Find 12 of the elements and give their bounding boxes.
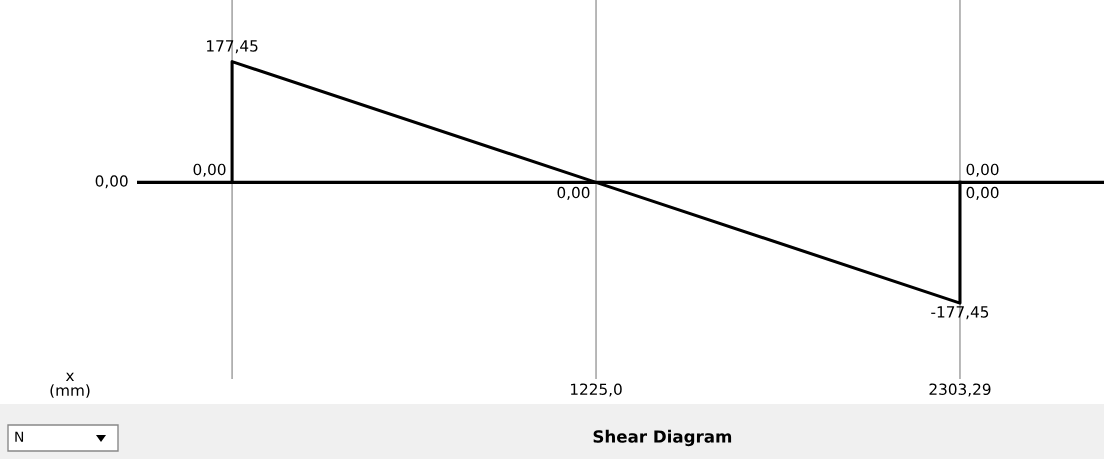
text: N — [15, 431, 24, 442]
text: Shear Diagram — [593, 429, 732, 447]
data-label: 0,00 — [966, 186, 999, 200]
text: x (mm) — [50, 372, 90, 398]
ref-line-label: 0,00 — [95, 175, 128, 189]
data-label: 0,00 — [193, 163, 226, 177]
x-tick-label: 2303,29 — [929, 383, 991, 397]
data-label: -177,45 — [931, 306, 989, 320]
data-label: 0,00 — [557, 186, 590, 200]
x-tick-label: 1225,0 — [570, 383, 622, 397]
data-label: 177,45 — [207, 40, 258, 54]
annotation: 0,00 — [966, 163, 999, 177]
